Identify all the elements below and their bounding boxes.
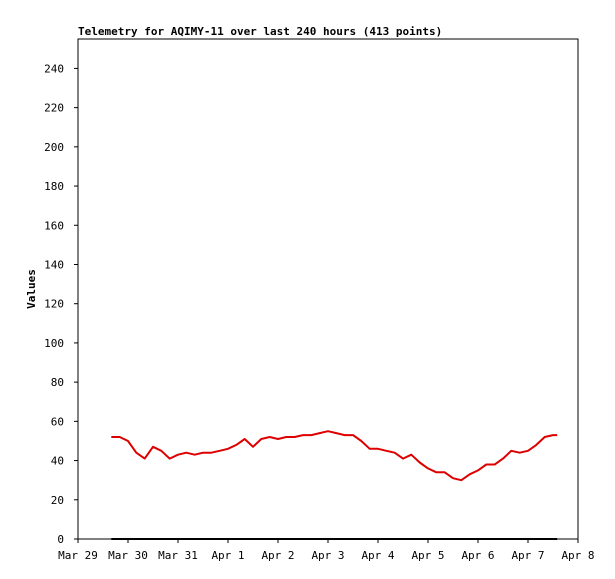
y-tick-label: 120 [44, 298, 64, 311]
x-tick-label: Apr 3 [311, 549, 344, 562]
x-tick-label: Apr 7 [511, 549, 544, 562]
x-tick-label: Mar 30 [108, 549, 148, 562]
y-axis-ticks: 0 20 40 60 80 100 120 140 160 180 200 220 240 [44, 62, 78, 546]
y-tick-label: 40 [51, 455, 64, 468]
y-tick-label: 20 [51, 494, 64, 507]
y-tick-label: 80 [51, 376, 64, 389]
series-line-1 [111, 430, 558, 482]
y-tick-label: 0 [57, 533, 64, 546]
x-tick-label: Apr 1 [211, 549, 244, 562]
y-tick-label: 220 [44, 102, 64, 115]
x-axis-ticks: Mar 29 Mar 30 Mar 31 Apr 1 Apr 2 Apr 3 Apr 4 Ap… [58, 539, 595, 562]
x-tick-label: Apr 4 [361, 549, 394, 562]
x-tick-label: Mar 29 [58, 549, 98, 562]
y-tick-label: 200 [44, 141, 64, 154]
series-layer [111, 430, 558, 540]
y-tick-label: 160 [44, 219, 64, 232]
y-tick-label: 180 [44, 180, 64, 193]
y-axis-label: Values [25, 269, 38, 309]
plot-area [77, 38, 579, 540]
x-tick-label: Apr 2 [261, 549, 294, 562]
y-tick-label: 60 [51, 415, 64, 428]
y-tick-label: 140 [44, 258, 64, 271]
y-tick-label: 240 [44, 62, 64, 75]
x-tick-label: Mar 31 [158, 549, 198, 562]
y-tick-label: 100 [44, 337, 64, 350]
x-tick-label: Apr 5 [411, 549, 444, 562]
chart-title: Telemetry for AQIMY-11 over last 240 hou… [78, 25, 442, 38]
x-tick-label: Apr 6 [461, 549, 494, 562]
x-tick-label: Apr 8 [561, 549, 594, 562]
